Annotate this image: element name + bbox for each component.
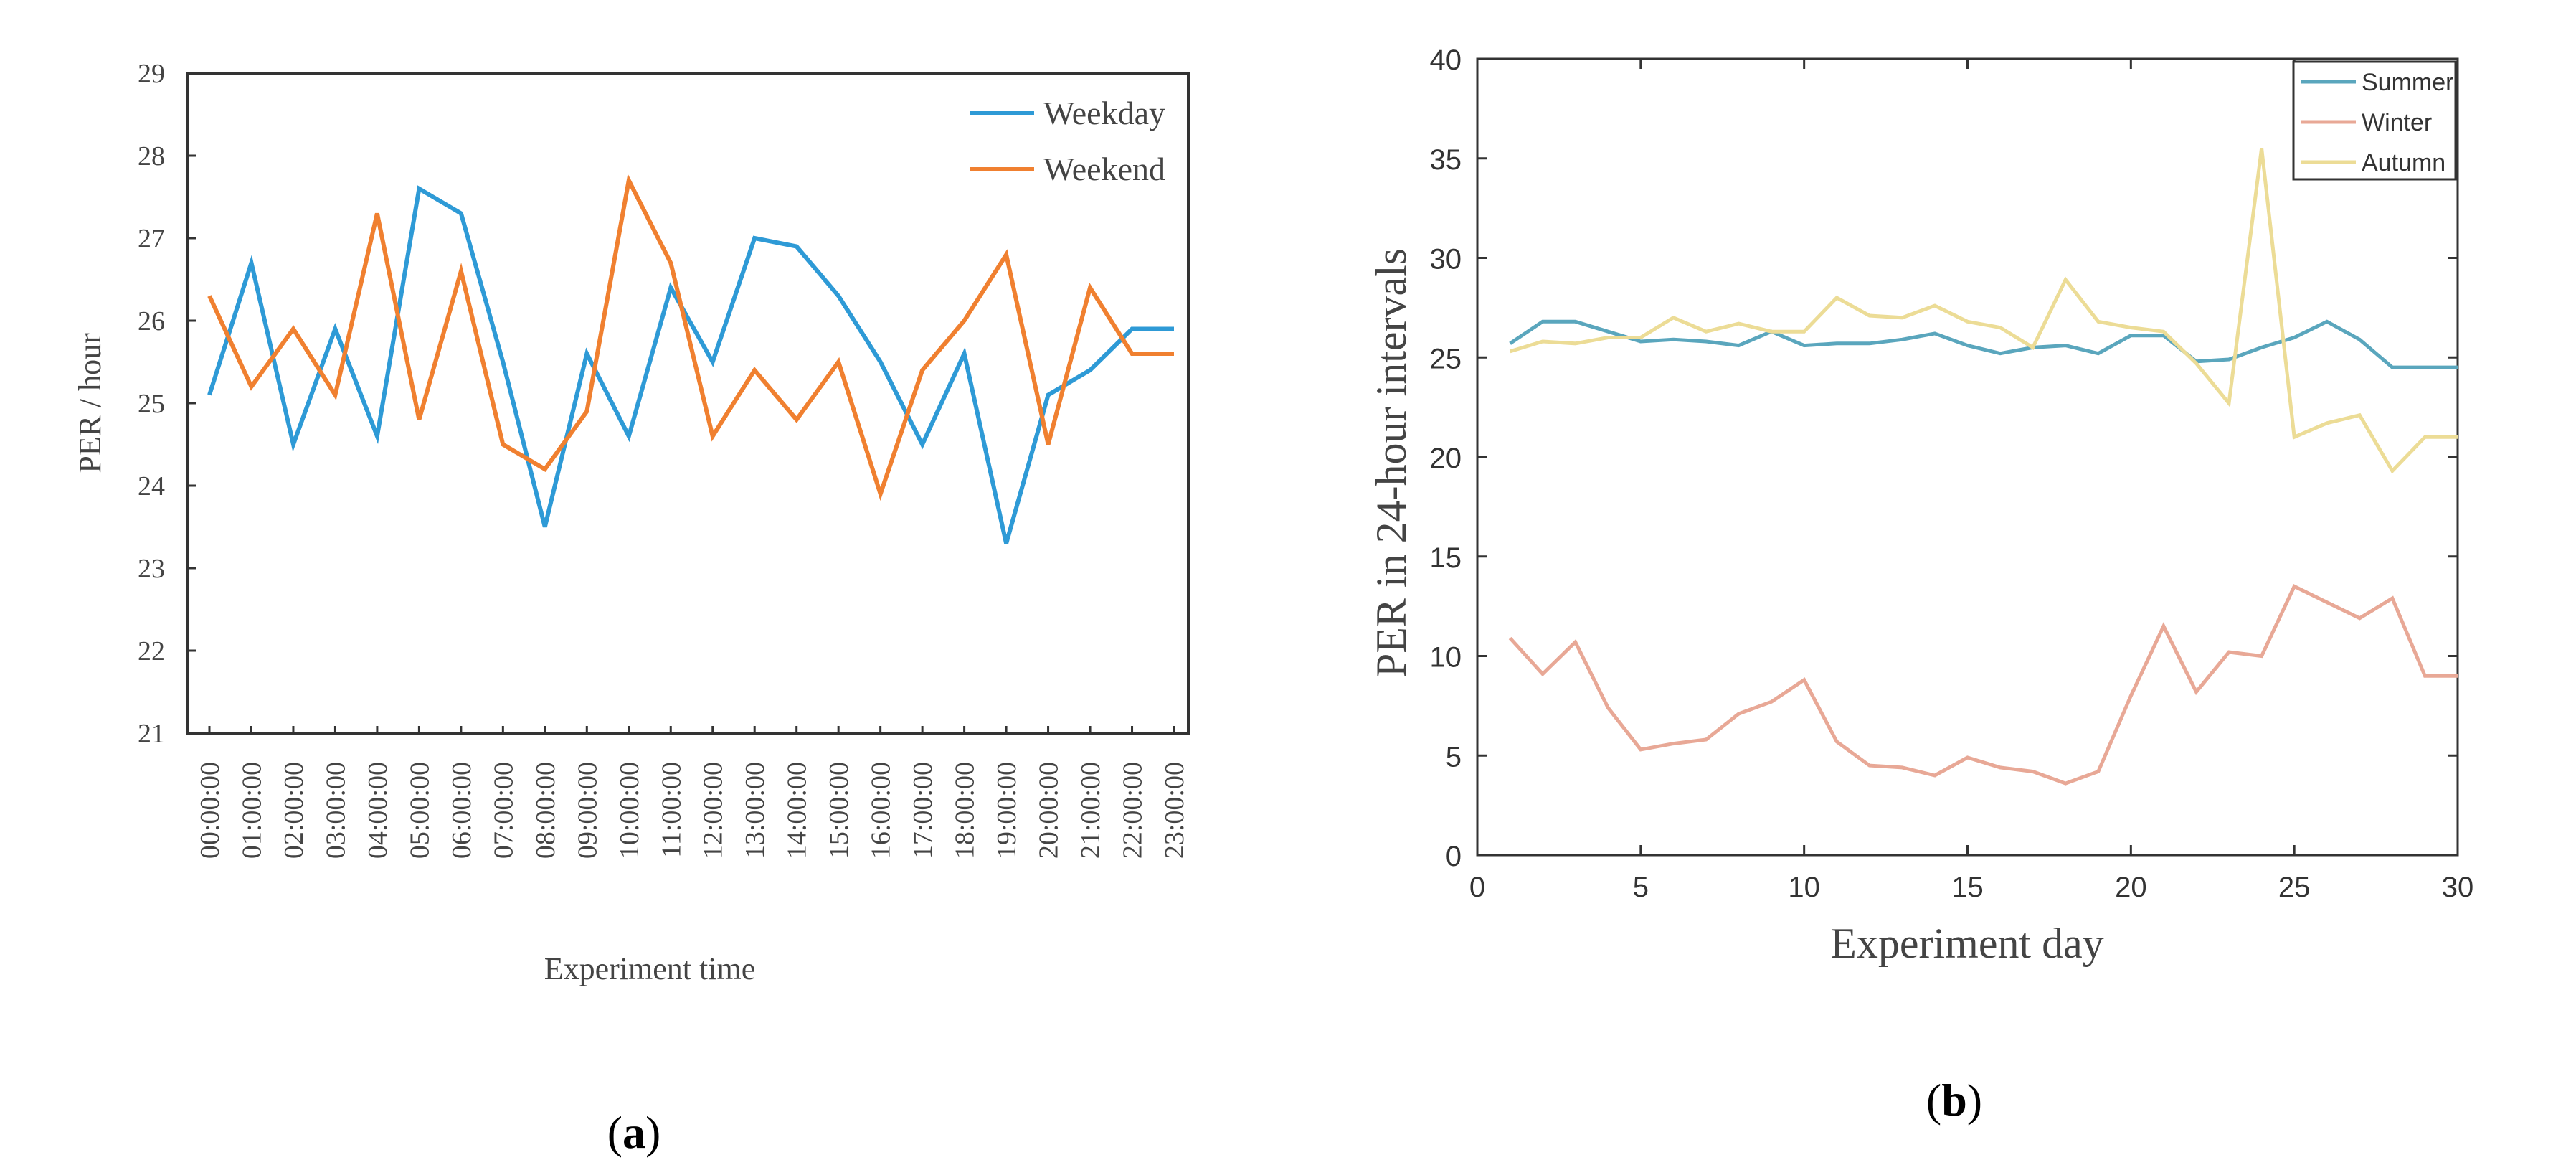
chart-a-x-tick-label: 01:00:00 [237, 762, 267, 859]
chart-b-series-line-autumn [1509, 148, 2458, 474]
chart-b-legend: Summer Winter Autumn [2292, 60, 2457, 181]
chart-a-x-tick-label: 19:00:00 [992, 762, 1022, 859]
chart-a-x-tick-label: 10:00:00 [615, 762, 645, 859]
chart-a-x-tick-label: 00:00:00 [195, 762, 225, 859]
chart-b-x-tick-label: 30 [2442, 872, 2474, 903]
chart-a-x-tick-label: 05:00:00 [404, 762, 435, 859]
chart-b-y-tick-label: 15 [1430, 542, 1462, 574]
chart-b-y-tick-label: 25 [1430, 343, 1462, 374]
chart-b-plot-area [1476, 57, 2459, 857]
chart-b: 0 5 10 15 20 25 30 35 40 0 5 10 15 20 25 30 Summer Wint… [1368, 44, 2473, 1126]
chart-a-x-tick-label: 06:00:00 [447, 762, 477, 859]
chart-b-x-tick-label: 5 [1633, 872, 1649, 903]
chart-a-y-tick-label: 28 [138, 141, 165, 171]
chart-a-series [207, 174, 1174, 544]
chart-a-panel-label: (a) [607, 1107, 661, 1158]
chart-a-x-tick-label: 21:00:00 [1076, 762, 1106, 859]
chart-a-x-tick-label: 09:00:00 [572, 762, 602, 859]
chart-b-panel-label: (b) [1926, 1075, 1982, 1126]
chart-a-x-tick-label: 16:00:00 [866, 762, 896, 859]
chart-b-legend-entry: Winter [2362, 109, 2432, 136]
chart-a-legend-entry: Weekend [1043, 151, 1165, 187]
chart-b-y-tick-label: 0 [1446, 841, 1462, 872]
chart-b-y-tick-label: 5 [1446, 741, 1462, 773]
chart-b-y-tick-label: 20 [1430, 443, 1462, 474]
chart-a-y-tick-label: 25 [138, 389, 165, 419]
chart-a-legend-entry: Weekday [1043, 95, 1165, 131]
chart-b-y-axis-label: PER in 24-hour intervals [1368, 248, 1415, 677]
chart-a-series-line-weekday [207, 185, 1174, 544]
chart-a-x-tick-label: 12:00:00 [699, 762, 729, 859]
chart-a-y-axis: 21 22 23 24 25 26 27 28 29 [138, 59, 196, 749]
chart-b-legend-entry: Autumn [2362, 149, 2445, 176]
chart-a-legend: Weekday Weekend [970, 95, 1165, 187]
chart-a-y-axis-label: PER / hour [72, 333, 108, 473]
chart-b-series [1508, 148, 2458, 786]
chart-a-x-tick-label: 07:00:00 [488, 762, 518, 859]
chart-a-x-axis: 00:00:00 01:00:00 02:00:00 03:00:00 04:00:00… [195, 726, 1190, 859]
chart-a-panel-letter: a [622, 1107, 645, 1158]
chart-a-x-tick-label: 14:00:00 [782, 762, 813, 859]
chart-a-y-tick-label: 23 [138, 554, 165, 584]
chart-a-x-tick-label: 04:00:00 [363, 762, 393, 859]
chart-a-x-tick-label: 22:00:00 [1118, 762, 1148, 859]
chart-b-panel-letter: b [1941, 1075, 1967, 1126]
chart-a-y-tick-label: 26 [138, 306, 165, 336]
chart-b-x-tick-label: 15 [1951, 872, 1984, 903]
chart-a-x-tick-label: 15:00:00 [824, 762, 854, 859]
chart-b-y-axis: 0 5 10 15 20 25 30 35 40 [1430, 44, 2458, 872]
chart-b-x-tick-label: 0 [1469, 872, 1485, 903]
chart-a-x-tick-label: 08:00:00 [531, 762, 561, 859]
chart-b-y-tick-label: 40 [1430, 44, 1462, 76]
chart-b-x-tick-label: 25 [2278, 872, 2311, 903]
svg-text:(a): (a) [607, 1107, 661, 1158]
chart-a-y-tick-label: 22 [138, 636, 165, 666]
chart-a-x-tick-label: 13:00:00 [740, 762, 770, 859]
chart-a-y-tick-label: 21 [138, 719, 165, 749]
chart-b-x-axis: 0 5 10 15 20 25 30 [1469, 59, 2473, 903]
chart-a-x-tick-label: 23:00:00 [1160, 762, 1190, 859]
chart-a-x-tick-label: 17:00:00 [908, 762, 938, 859]
chart-a-plot-area [186, 72, 1190, 735]
chart-a-x-tick-label: 20:00:00 [1034, 762, 1064, 859]
chart-b-y-tick-label: 30 [1430, 244, 1462, 275]
chart-b-x-tick-label: 10 [1788, 872, 1820, 903]
chart-b-x-axis-label: Experiment day [1830, 920, 2104, 967]
chart-b-legend-entry: Summer [2362, 69, 2453, 96]
chart-a-x-tick-label: 02:00:00 [279, 762, 309, 859]
chart-b-x-tick-label: 20 [2115, 872, 2147, 903]
svg-text:(b): (b) [1926, 1075, 1982, 1126]
chart-a-x-tick-label: 03:00:00 [321, 762, 351, 859]
chart-a-x-tick-label: 18:00:00 [950, 762, 980, 859]
chart-a-series-line-weekend [207, 174, 1174, 501]
chart-a-y-tick-label: 29 [138, 59, 165, 89]
chart-b-series-line-summer [1509, 319, 2458, 369]
chart-a-y-tick-label: 24 [138, 471, 165, 501]
chart-a: 21 22 23 24 25 26 27 28 29 00:00:00 01:00:00 02:00… [72, 59, 1190, 1158]
chart-b-y-tick-label: 10 [1430, 642, 1462, 674]
chart-a-x-tick-label: 11:00:00 [656, 762, 686, 858]
chart-b-y-tick-label: 35 [1430, 144, 1462, 176]
chart-a-y-tick-label: 27 [138, 224, 165, 254]
chart-b-series-line-winter [1508, 584, 2458, 786]
chart-a-x-axis-label: Experiment time [544, 951, 755, 986]
